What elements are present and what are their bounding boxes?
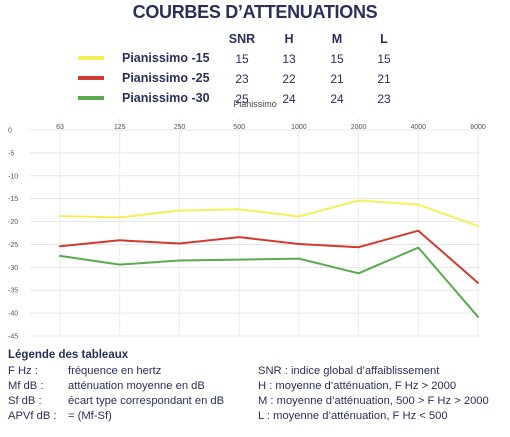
series-name: Pianissimo -25 [122,71,210,85]
series-name: Pianissimo -30 [122,91,210,105]
series-color-swatch [78,56,104,60]
glossary-abbreviation: H : moyenne d’atténuation, F Hz > 2000 [258,380,457,392]
glossary-definition: atténuation moyenne en dB [68,380,205,392]
page-title: COURBES D’ATTENUATIONS [132,2,378,22]
attenuation-summary-table: SNR H M L Pianissimo -15 15 13 15 15 Pia… [78,30,398,110]
series-line [59,199,479,228]
l-value: 15 [377,52,391,66]
summary-row: Pianissimo -15 15 13 15 15 [78,50,398,70]
x-tick-label: 8000 [470,124,486,131]
snr-value: 23 [235,72,249,86]
y-tick-label: -20 [8,219,18,226]
y-tick-label: -40 [8,311,18,318]
series-line [59,246,479,318]
h-value: 22 [282,72,296,86]
glossary-term: Sf dB : [8,395,42,407]
y-tick-label: 0 [8,128,12,135]
series-line [59,229,479,284]
snr-value: 25 [235,92,249,106]
series-layer [59,199,479,318]
glossary-definition: fréquence en hertz [68,365,162,377]
glossary-definition: = (Mf-Sf) [68,410,112,422]
summary-row: Pianissimo -25 23 22 21 21 [78,70,398,90]
h-value: 13 [282,52,296,66]
glossary-term: F Hz : [8,365,38,377]
x-tick-label: 63 [56,124,64,131]
m-value: 15 [330,52,344,66]
chart-title: Pianissimo [233,99,277,109]
glossary-abbreviation: L : moyenne d’atténuation, F Hz < 500 [258,410,448,422]
glossary-abbreviation: M : moyenne d’atténuation, 500 > F Hz > … [258,395,489,407]
y-tick-label: -45 [8,334,18,341]
h-value: 24 [282,92,296,106]
x-tick-label: 125 [114,124,126,131]
glossary-abbreviation: SNR : indice global d’affaiblissement [258,365,440,377]
header-h: H [284,32,294,46]
l-value: 21 [377,72,391,86]
y-tick-label: -10 [8,173,18,180]
grid-layer [30,118,480,337]
summary-header-row: SNR H M L [78,30,398,50]
x-tick-label: 500 [233,124,245,131]
y-tick-label: -15 [8,196,18,203]
glossary-term: APVf dB : [8,410,57,422]
y-tick-label: -30 [8,265,18,272]
tick-layer: 0 -5 -10 -15 -20 -25 -30 -35 -40 -45 63 125 250 500 10… [8,124,486,340]
summary-row: Pianissimo -30 25 24 24 23 [78,90,398,110]
header-m: M [331,32,343,46]
header-l: L [380,32,388,46]
x-tick-label: 250 [174,124,186,131]
x-tick-label: 2000 [351,124,367,131]
glossary-definition: écart type correspondant en dB [68,395,225,407]
glossary-term: Mf dB : [8,380,44,392]
m-value: 24 [330,92,344,106]
attenuation-line-chart: 0 -5 -10 -15 -20 -25 -30 -35 -40 -45 63 125 250 500 10… [8,118,486,340]
series-name: Pianissimo -15 [122,51,210,65]
glossary-title: Légende des tableaux [8,349,129,361]
x-tick-label: 4000 [410,124,426,131]
header-snr: SNR [228,32,256,46]
series-color-swatch [78,76,104,80]
m-value: 21 [330,72,344,86]
y-tick-label: -35 [8,288,18,295]
y-tick-label: -25 [8,242,18,249]
l-value: 23 [377,92,391,106]
snr-value: 15 [235,52,249,66]
x-tick-label: 1000 [291,124,307,131]
y-tick-label: -5 [8,150,14,157]
series-color-swatch [78,96,104,100]
